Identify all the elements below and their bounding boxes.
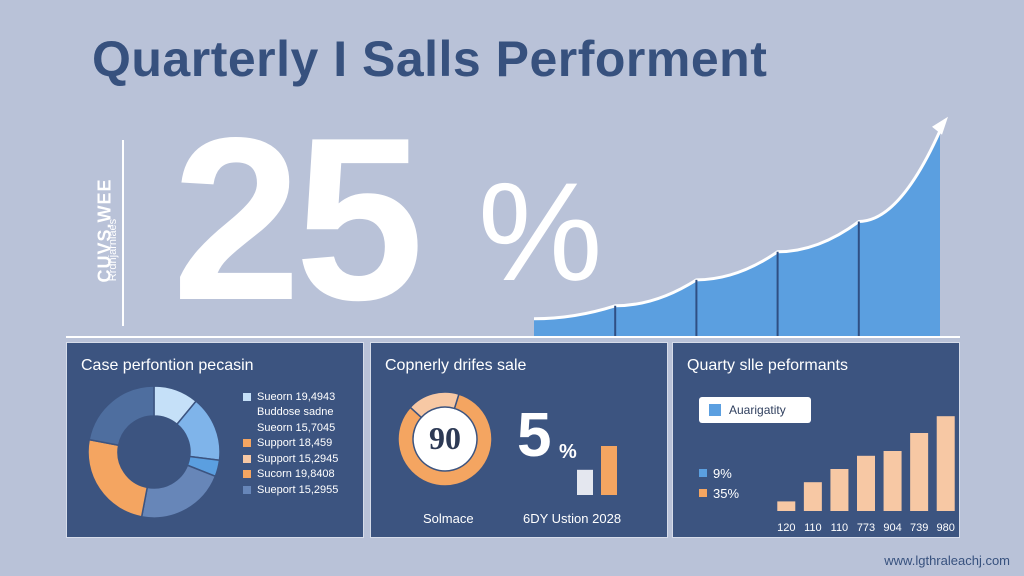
tick-label: 980 xyxy=(937,522,955,533)
footer-url: www.lgthraleachj.com xyxy=(884,553,1010,568)
legend-item: 35% xyxy=(699,483,739,503)
legend-label: Sucorn 19,8408 xyxy=(257,468,335,481)
legend-label: 35% xyxy=(713,485,740,501)
legend-swatch xyxy=(699,489,707,497)
legend-label: Buddose sadne xyxy=(257,406,334,419)
highlight-unit: % xyxy=(559,441,577,463)
tick-label: 904 xyxy=(883,522,901,533)
donut-slice xyxy=(140,464,217,519)
panel-title: Case perfontion pecasin xyxy=(81,357,254,374)
donut-center xyxy=(413,407,477,471)
legend-box: Auarigatity xyxy=(699,397,811,423)
donut-chart xyxy=(87,385,221,519)
legend-item: Support 18,459 xyxy=(243,436,361,452)
tick-label: 110 xyxy=(831,522,849,533)
vertical-divider xyxy=(122,140,124,326)
tick-label: 773 xyxy=(857,522,875,533)
donut-slice xyxy=(409,391,460,419)
legend-item: Sueorn 15,7045 xyxy=(243,420,361,436)
legend-label: 9% xyxy=(713,465,732,481)
panel-quarterly-performance: Quarty slle peformants Auarigatity 9% 35%… xyxy=(672,342,960,538)
caption-right: 6DY Ustion 2028 xyxy=(523,511,622,526)
legend-label: Sueport 15,2955 xyxy=(257,483,339,496)
bar xyxy=(910,433,929,511)
tick-label: 120 xyxy=(777,522,795,533)
donut-chart: 90 xyxy=(397,391,493,487)
panel-case-performance: Case perfontion pecasin Sueorn 19,4943 Bu… xyxy=(66,342,364,538)
donut-center-label: 90 xyxy=(429,420,461,456)
bar xyxy=(857,455,875,511)
legend-swatch xyxy=(243,439,251,448)
tick-label: 739 xyxy=(910,522,928,533)
legend-swatch xyxy=(243,454,251,463)
legend-item: 9% xyxy=(699,463,739,483)
growth-area-chart xyxy=(533,116,948,336)
bar xyxy=(577,469,593,495)
legend-label: Support 18,459 xyxy=(257,437,333,450)
panel-company-sales: Copnerly drifes sale 90 5 % Solmace 6DY … xyxy=(370,342,668,538)
bar xyxy=(936,416,955,511)
donut-slice xyxy=(88,385,155,447)
legend-swatch xyxy=(243,470,251,479)
legend-item: Sueorn 19,4943 xyxy=(243,389,361,405)
side-label: CUVS.WEE Rrdhjarnlaes xyxy=(66,150,126,326)
legend-box-label: Auarigatity xyxy=(729,403,786,417)
legend-item: Buddose sadne xyxy=(243,405,361,421)
side-label-subtitle: Rrdhjarnlaes xyxy=(107,218,119,282)
bar xyxy=(803,482,822,511)
page-title: Quarterly I Salls Performent xyxy=(92,31,768,87)
area-fill xyxy=(534,130,940,336)
arrow-head xyxy=(932,116,948,135)
legend-item: Sucorn 19,8408 xyxy=(243,467,361,483)
headline-unit: % xyxy=(478,153,603,310)
legend-item: Sueport 15,2955 xyxy=(243,482,361,498)
legend-label: Sueorn 15,7045 xyxy=(257,421,336,434)
legend-label: Sueorn 19,4943 xyxy=(257,390,336,403)
tick-label: 110 xyxy=(804,522,822,533)
mini-bar-chart xyxy=(577,446,617,495)
highlight-value: 5 xyxy=(517,401,552,470)
legend-item: Support 15,2945 xyxy=(243,451,361,467)
donut-legend: Sueorn 19,4943 Buddose sadne Sueorn 15,704… xyxy=(243,389,361,498)
bar xyxy=(777,501,796,511)
legend-swatch xyxy=(243,485,251,494)
panel-title: Copnerly drifes sale xyxy=(385,357,527,374)
legend-swatch xyxy=(699,469,707,477)
headline-number: 25 xyxy=(172,90,424,349)
baseline-divider xyxy=(66,336,960,338)
legend-swatch xyxy=(243,392,251,401)
donut-slice xyxy=(397,393,493,487)
bar xyxy=(601,446,617,495)
legend-swatch xyxy=(709,404,721,416)
panel-title: Quarty slle peformants xyxy=(687,357,848,374)
donut-slice xyxy=(87,438,149,518)
bar xyxy=(883,451,902,511)
bar-legend: 9% 35% xyxy=(699,463,739,503)
bar-chart: 120 110 110 773 904 739 980 xyxy=(777,416,955,533)
area-line xyxy=(533,130,942,321)
legend-label: Support 15,2945 xyxy=(257,452,339,465)
caption-left: Solmace xyxy=(423,511,474,526)
bar xyxy=(830,469,849,511)
